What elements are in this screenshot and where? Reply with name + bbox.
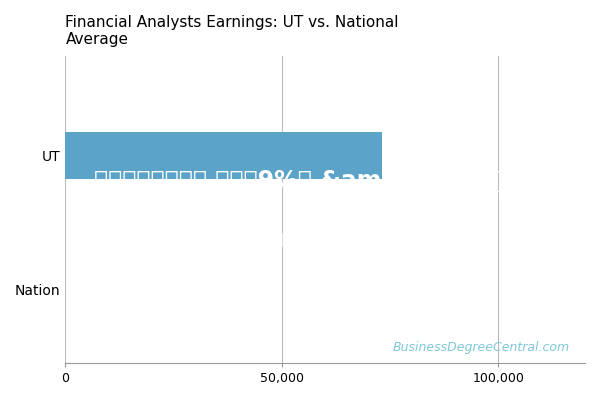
Text: 队&amp;quot;减持知名半导体公司: 队&amp;quot;减持知名半导体公司 (150, 228, 450, 252)
Bar (65, 132, 382, 179)
Text: 股票如何杠杆操作 大跌超9%！ &amp;quot;国家: 股票如何杠杆操作 大跌超9%！ &amp;quot;国家 (94, 169, 506, 193)
Text: Financial Analysts Earnings: UT vs. National
Average: Financial Analysts Earnings: UT vs. Nati… (65, 15, 399, 47)
Text: BusinessDegreeCentral.com: BusinessDegreeCentral.com (392, 341, 569, 354)
